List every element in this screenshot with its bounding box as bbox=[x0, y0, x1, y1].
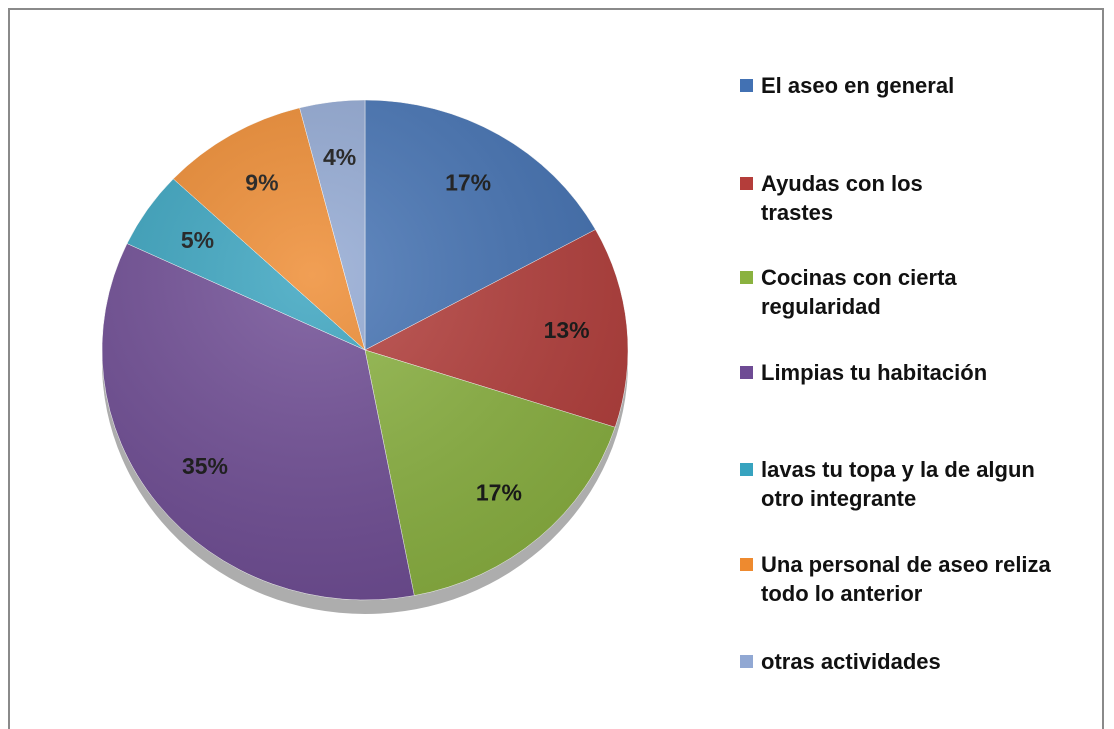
legend-swatch bbox=[740, 463, 753, 476]
legend-item: lavas tu topa y la de algun otro integra… bbox=[740, 455, 1061, 513]
data-label: 35% bbox=[182, 453, 228, 479]
legend-swatch bbox=[740, 177, 753, 190]
legend-item: Ayudas con los trastes bbox=[740, 169, 991, 227]
legend-label: El aseo en general bbox=[761, 73, 955, 98]
legend-label: otras actividades bbox=[761, 649, 941, 674]
chart-border bbox=[8, 8, 1104, 729]
legend-label: Una personal de aseo reliza todo lo ante… bbox=[761, 552, 1051, 606]
legend-label: Cocinas con cierta regularidad bbox=[761, 265, 957, 319]
legend-swatch bbox=[740, 366, 753, 379]
legend-item: Cocinas con cierta regularidad bbox=[740, 263, 1041, 321]
legend-item: El aseo en general bbox=[740, 71, 1101, 100]
data-label: 17% bbox=[476, 479, 522, 505]
legend-label: Limpias tu habitación bbox=[761, 360, 988, 385]
data-label: 17% bbox=[445, 169, 491, 195]
legend-swatch bbox=[740, 655, 753, 668]
data-label: 5% bbox=[181, 227, 214, 253]
legend-item: Una personal de aseo reliza todo lo ante… bbox=[740, 550, 1071, 608]
data-label: 13% bbox=[544, 317, 590, 343]
data-label: 9% bbox=[245, 169, 278, 195]
legend-swatch bbox=[740, 271, 753, 284]
legend-swatch bbox=[740, 79, 753, 92]
data-label: 4% bbox=[323, 144, 356, 170]
legend-item: otras actividades bbox=[740, 647, 1101, 676]
legend-item: Limpias tu habitación bbox=[740, 358, 1101, 387]
legend-swatch bbox=[740, 558, 753, 571]
legend-label: lavas tu topa y la de algun otro integra… bbox=[761, 457, 1035, 511]
legend-label: Ayudas con los trastes bbox=[761, 171, 923, 225]
